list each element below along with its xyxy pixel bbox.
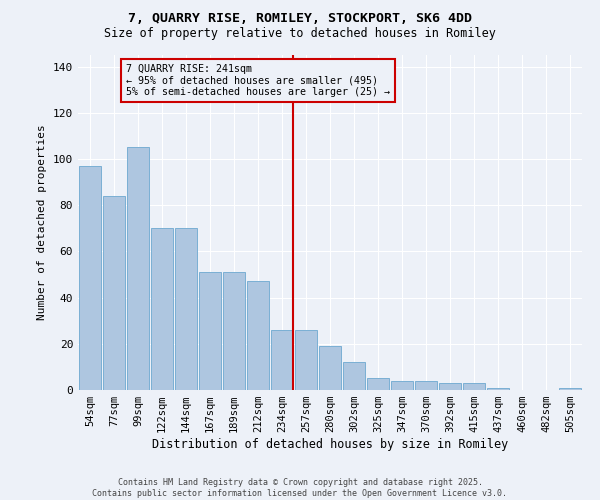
Bar [295,330,317,390]
Bar [415,381,437,390]
Bar [127,148,149,390]
Bar [199,272,221,390]
X-axis label: Distribution of detached houses by size in Romiley: Distribution of detached houses by size … [152,438,508,451]
Bar [343,362,365,390]
Text: 7, QUARRY RISE, ROMILEY, STOCKPORT, SK6 4DD: 7, QUARRY RISE, ROMILEY, STOCKPORT, SK6 … [128,12,472,26]
Bar [463,383,485,390]
Bar [391,381,413,390]
Bar [271,330,293,390]
Bar [223,272,245,390]
Bar [79,166,101,390]
Bar [367,378,389,390]
Text: Contains HM Land Registry data © Crown copyright and database right 2025.
Contai: Contains HM Land Registry data © Crown c… [92,478,508,498]
Text: Size of property relative to detached houses in Romiley: Size of property relative to detached ho… [104,28,496,40]
Bar [175,228,197,390]
Bar [487,388,509,390]
Y-axis label: Number of detached properties: Number of detached properties [37,124,47,320]
Bar [319,346,341,390]
Bar [559,388,581,390]
Bar [151,228,173,390]
Text: 7 QUARRY RISE: 241sqm
← 95% of detached houses are smaller (495)
5% of semi-deta: 7 QUARRY RISE: 241sqm ← 95% of detached … [126,64,390,98]
Bar [439,383,461,390]
Bar [103,196,125,390]
Bar [247,282,269,390]
